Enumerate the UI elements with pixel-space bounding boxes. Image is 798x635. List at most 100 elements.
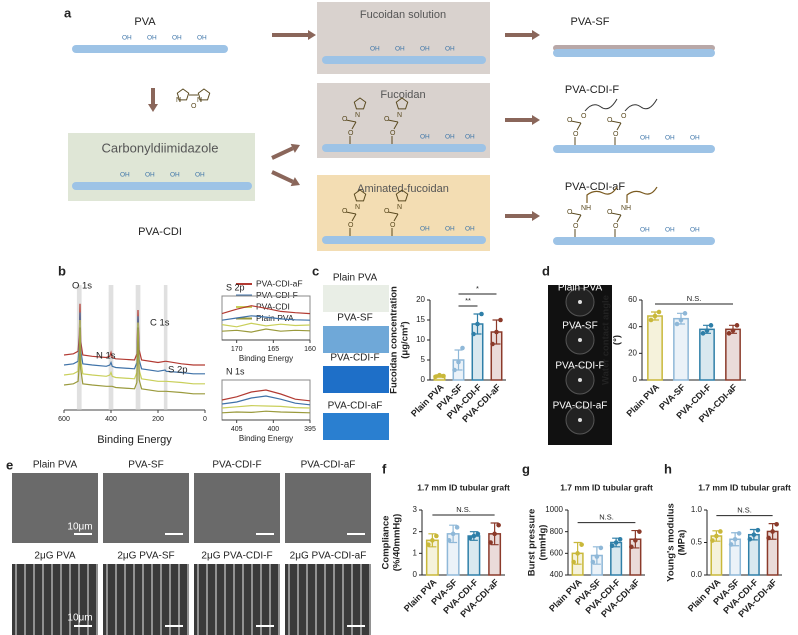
x-tick-label: 400 xyxy=(267,426,279,433)
data-point xyxy=(441,373,446,379)
y-tick-label: 15 xyxy=(416,315,425,324)
bar xyxy=(467,535,481,576)
data-point xyxy=(652,313,658,319)
film xyxy=(322,56,486,64)
data-point xyxy=(747,536,753,542)
x-axis-label: Binding Energy xyxy=(239,434,293,443)
y-axis-label: Burst pressure xyxy=(527,509,538,577)
bond xyxy=(351,121,357,130)
sample-photo xyxy=(323,413,389,440)
spectrum-line xyxy=(221,404,311,409)
bar xyxy=(725,328,741,381)
hydroxyl-label: OH xyxy=(420,46,430,53)
hydroxyl-label: OH xyxy=(120,172,130,179)
data-point xyxy=(496,522,501,528)
data-point xyxy=(726,331,732,336)
photo-label: Plain PVA xyxy=(558,283,603,294)
hydroxyl-label: OH xyxy=(690,135,700,142)
arrow-head xyxy=(290,143,300,153)
chart-title: 1.7 mm ID tubular graft xyxy=(560,482,653,492)
data-point xyxy=(430,538,435,543)
photo-label: PVA-SF xyxy=(337,313,372,324)
data-point xyxy=(598,545,604,551)
atom-label: O xyxy=(573,223,579,230)
bond xyxy=(345,119,357,123)
label: PVA-CDI-aF xyxy=(565,181,626,193)
data-point xyxy=(678,317,684,323)
bond xyxy=(387,211,399,215)
atom-label: O xyxy=(567,209,573,216)
spectrum-line xyxy=(221,305,311,315)
fucoidan-chain xyxy=(584,98,618,112)
hydroxyl-label: OH xyxy=(665,135,675,142)
atom-label: N xyxy=(355,112,360,119)
data-point xyxy=(637,529,642,534)
atom-label: O xyxy=(607,117,613,124)
y-tick-label: 0.5 xyxy=(691,538,703,547)
atom-label: O xyxy=(567,117,573,124)
y-tick-label: 20 xyxy=(628,348,637,357)
film xyxy=(72,182,252,190)
box-title: Carbonyldiimidazole xyxy=(101,140,218,155)
x-tick-label: 405 xyxy=(231,426,243,433)
data-point xyxy=(736,531,742,536)
significance-label: N.S. xyxy=(599,513,614,522)
y-tick-label: 5 xyxy=(421,355,426,364)
data-point xyxy=(633,538,638,543)
atom-label: O xyxy=(384,116,390,123)
atom-label: N xyxy=(397,204,402,211)
arrow-head xyxy=(532,30,540,40)
atom-label: N xyxy=(355,204,360,211)
legend-label: PVA-CDI-aF xyxy=(256,278,303,288)
film xyxy=(72,45,228,53)
panel-label: b xyxy=(58,263,66,278)
arrow-head xyxy=(532,211,540,221)
hydroxyl-label: OH xyxy=(395,46,405,53)
data-point xyxy=(730,328,736,333)
arrow-head xyxy=(308,30,316,40)
data-point xyxy=(734,323,740,328)
data-point xyxy=(488,540,493,545)
hydroxyl-label: OH xyxy=(172,35,182,42)
bond xyxy=(570,120,582,124)
spectrum-line xyxy=(63,319,205,385)
atom-label: O xyxy=(191,103,197,110)
y-tick-label: 800 xyxy=(550,527,564,536)
panel-label: h xyxy=(664,461,672,476)
data-point xyxy=(479,311,484,317)
bond xyxy=(616,214,622,223)
spectrum-line xyxy=(221,389,311,402)
bond xyxy=(345,211,357,215)
fucoidan-chain xyxy=(624,98,658,112)
data-point xyxy=(674,321,680,327)
data-point xyxy=(708,323,714,328)
scale-label: 10μm xyxy=(67,522,92,533)
y-axis-label: (%/40mmHg) xyxy=(392,514,403,572)
bond xyxy=(393,121,399,130)
y-tick-label: 1000 xyxy=(545,505,563,514)
droplet-highlight xyxy=(578,418,582,422)
data-point xyxy=(714,533,719,539)
data-point xyxy=(755,527,761,533)
y-tick-label: 40 xyxy=(628,322,637,331)
hydroxyl-label: OH xyxy=(665,227,675,234)
spectrum-line xyxy=(221,315,311,321)
bond xyxy=(387,119,399,123)
significance-label: ** xyxy=(465,296,471,305)
data-point xyxy=(456,359,461,365)
data-point xyxy=(682,311,688,316)
significance-label: N.S. xyxy=(456,505,471,514)
y-axis-label: Young's modulus xyxy=(666,503,677,582)
sem-label: PVA-CDI-aF xyxy=(301,460,356,471)
arrow-head xyxy=(290,177,300,187)
hydroxyl-label: OH xyxy=(690,227,700,234)
sample-photo xyxy=(323,285,389,312)
label: PVA xyxy=(134,16,156,28)
spectrum-line xyxy=(221,395,311,406)
photo-label: Plain PVA xyxy=(333,273,378,284)
sample-photo xyxy=(323,326,389,353)
bond xyxy=(351,213,357,222)
atom-label: O xyxy=(342,116,348,123)
y-axis-label: Fucoidan concentration xyxy=(389,286,400,394)
